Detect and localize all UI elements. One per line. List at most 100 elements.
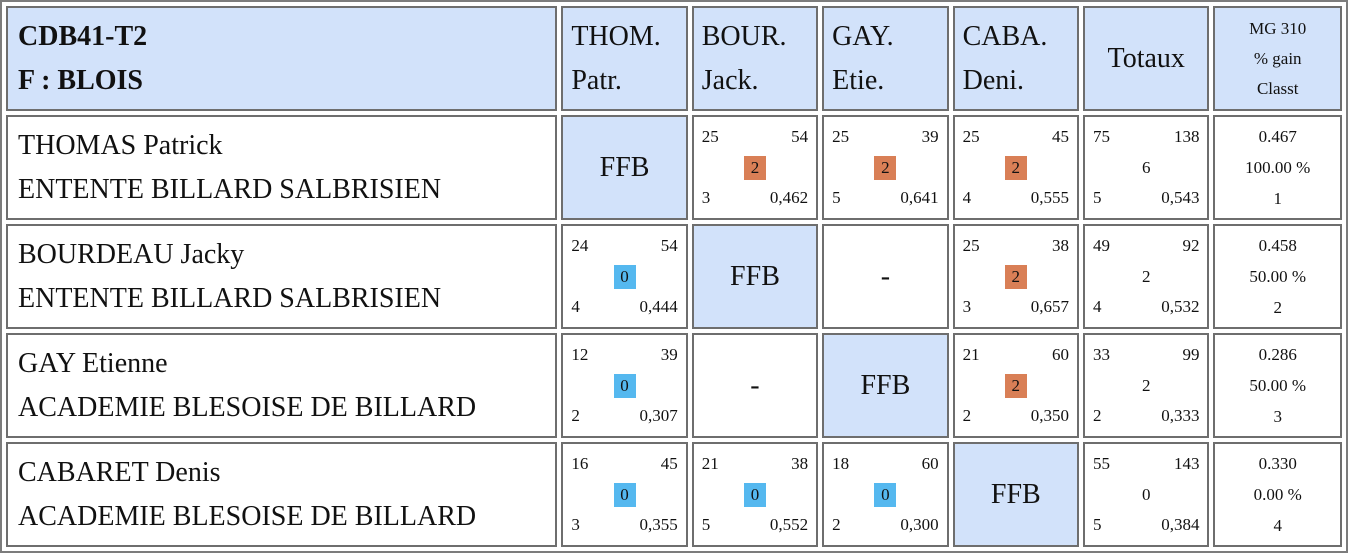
header-player-firstname: Patr. (571, 64, 622, 96)
player-club: ENTENTE BILLARD SALBRISIEN (18, 282, 442, 314)
player-row: BOURDEAU Jacky ENTENTE BILLARD SALBRISIEN… (6, 224, 1342, 329)
match-points-badge: 2 (1004, 264, 1027, 289)
self-match-cell: FFB (691, 224, 819, 329)
unplayed-match-cell: - (691, 333, 819, 438)
general-average: 0.467 (1258, 127, 1297, 146)
total-reprises: 138 (1173, 127, 1200, 146)
points: 21 (701, 454, 719, 473)
unplayed-match-cell: - (822, 224, 949, 329)
average: 0,555 (1030, 188, 1070, 207)
header-row: CDB41-T2 F : BLOIS THOM. Patr. BOUR. Jac… (6, 6, 1342, 111)
points: 25 (962, 236, 980, 255)
player-club: ENTENTE BILLARD SALBRISIEN (18, 173, 442, 205)
header-player-lastname: THOM. (571, 20, 661, 52)
total-average: 0,543 (1161, 188, 1200, 207)
match-points-badge: 0 (613, 482, 636, 507)
self-match-cell: FFB (952, 442, 1080, 547)
average: 0,300 (900, 515, 939, 534)
match-points-badge: 2 (1004, 373, 1027, 398)
win-percentage: 50.00 % (1249, 376, 1307, 395)
reprises: 39 (921, 127, 939, 146)
header-player-lastname: BOUR. (701, 20, 787, 52)
win-percentage: 100.00 % (1245, 158, 1311, 177)
average: 0,350 (1030, 406, 1070, 425)
poule-location: F : BLOIS (18, 64, 143, 96)
header-rank-label: Classt (1256, 78, 1299, 98)
header-totaux: Totaux (1083, 6, 1210, 111)
total-reprises: 99 (1182, 345, 1200, 364)
total-average: 0,384 (1161, 515, 1200, 534)
header-player-2: BOUR. Jack. (691, 6, 819, 111)
total-match-points: 6 (1141, 157, 1151, 177)
player-name: THOMAS Patrick (18, 129, 223, 161)
match-result-cell: 21 60 2 2 0,350 (952, 333, 1080, 438)
total-average: 0,333 (1161, 406, 1200, 425)
total-points: 55 (1093, 454, 1111, 473)
reprises: 54 (791, 127, 809, 146)
player-row: GAY Etienne ACADEMIE BLESOISE DE BILLARD 1… (6, 333, 1342, 438)
rank: 2 (1273, 298, 1282, 317)
average: 0,355 (639, 515, 678, 534)
match-points-badge: 0 (874, 482, 897, 507)
header-player-firstname: Deni. (962, 64, 1025, 96)
totals-cell: 55 143 0 5 0,384 (1083, 442, 1210, 547)
best-series: 5 (832, 188, 841, 207)
header-player-1: THOM. Patr. (561, 6, 688, 111)
best-series: 2 (832, 515, 841, 534)
match-result-cell: 16 45 0 3 0,355 (561, 442, 688, 547)
self-match-cell: FFB (561, 115, 688, 220)
player-cell: THOMAS Patrick ENTENTE BILLARD SALBRISIEN (6, 115, 558, 220)
player-cell: BOURDEAU Jacky ENTENTE BILLARD SALBRISIEN (6, 224, 558, 329)
best-series: 2 (962, 406, 972, 425)
header-mg-label: MG 310 (1249, 18, 1307, 38)
player-row: CABARET Denis ACADEMIE BLESOISE DE BILLAR… (6, 442, 1342, 547)
match-result-cell: 25 45 2 4 0,555 (952, 115, 1080, 220)
reprises: 45 (1052, 127, 1070, 146)
totals-cell: 49 92 2 4 0,532 (1083, 224, 1210, 329)
player-name: CABARET Denis (18, 456, 221, 488)
match-result-cell: 25 38 2 3 0,657 (952, 224, 1080, 329)
points: 21 (962, 345, 980, 364)
header-player-lastname: GAY. (832, 20, 894, 52)
points: 25 (962, 127, 980, 146)
header-player-4: CABA. Deni. (952, 6, 1080, 111)
header-gain-label: % gain (1253, 48, 1302, 68)
match-points-badge: 2 (874, 155, 897, 180)
rank: 4 (1273, 516, 1282, 535)
points: 16 (571, 454, 589, 473)
best-series: 3 (701, 188, 711, 207)
player-cell: CABARET Denis ACADEMIE BLESOISE DE BILLAR… (6, 442, 558, 547)
header-player-lastname: CABA. (962, 20, 1048, 52)
match-result-cell: 12 39 0 2 0,307 (561, 333, 688, 438)
best-series: 4 (571, 297, 580, 316)
best-series: 3 (962, 297, 972, 316)
reprises: 45 (660, 454, 678, 473)
competition-code: CDB41-T2 (18, 20, 148, 52)
self-match-cell: FFB (822, 333, 949, 438)
player-row: THOMAS Patrick ENTENTE BILLARD SALBRISIEN… (6, 115, 1342, 220)
totals-cell: 33 99 2 2 0,333 (1083, 333, 1210, 438)
points: 25 (701, 127, 719, 146)
match-points-badge: 2 (1004, 155, 1027, 180)
total-average: 0,532 (1161, 297, 1200, 316)
rank: 1 (1273, 189, 1282, 208)
average: 0,307 (639, 406, 678, 425)
match-points-badge: 2 (743, 155, 766, 180)
average: 0,552 (769, 515, 809, 534)
reprises: 38 (791, 454, 809, 473)
points: 25 (832, 127, 850, 146)
total-points: 49 (1093, 236, 1111, 255)
reprises: 54 (660, 236, 678, 255)
win-percentage: 0.00 % (1253, 485, 1302, 504)
player-name: GAY Etienne (18, 347, 168, 379)
points: 24 (571, 236, 589, 255)
reprises: 60 (921, 454, 939, 473)
total-best-series: 2 (1093, 406, 1102, 425)
match-result-cell: 21 38 0 5 0,552 (691, 442, 819, 547)
total-best-series: 4 (1093, 297, 1102, 316)
general-average: 0.286 (1258, 345, 1297, 364)
general-average: 0.458 (1258, 236, 1297, 255)
win-percentage: 50.00 % (1249, 267, 1307, 286)
general-average: 0.330 (1258, 454, 1297, 473)
best-series: 3 (571, 515, 580, 534)
